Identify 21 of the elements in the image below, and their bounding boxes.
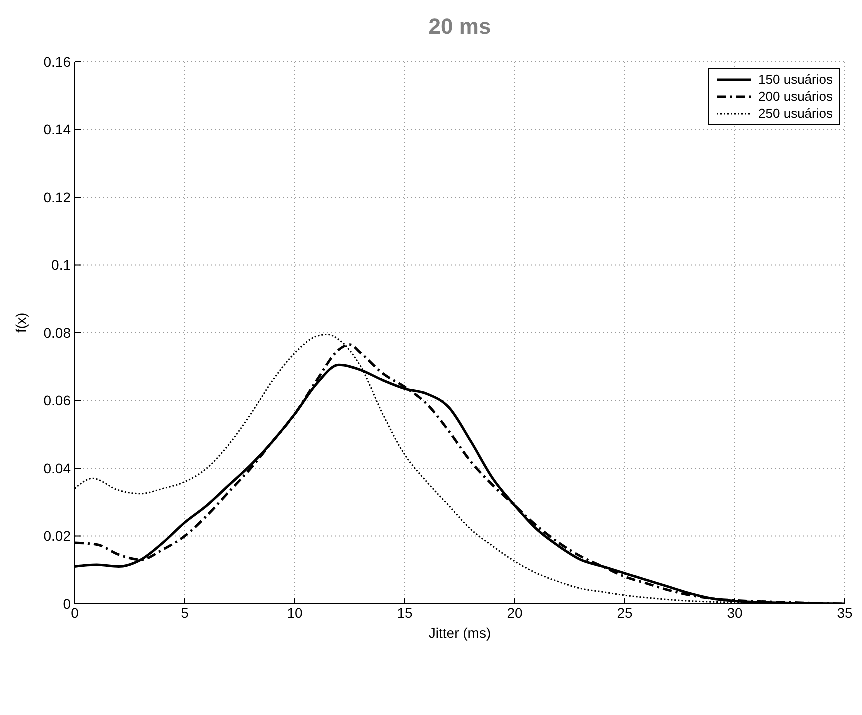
legend-label: 250 usuários <box>758 105 833 122</box>
y-tick-label: 0.06 <box>44 392 72 409</box>
y-tick-label: 0.12 <box>44 189 72 206</box>
y-tick-label: 0.04 <box>44 460 72 476</box>
y-axis-title: f(x) <box>12 312 29 333</box>
x-tick-label: 5 <box>181 604 190 621</box>
y-tick-label: 0.02 <box>44 528 72 544</box>
legend-label: 200 usuários <box>758 88 833 105</box>
y-tick-label: 0.16 <box>44 54 72 70</box>
x-tick-label: 35 <box>837 604 853 621</box>
x-tick-label: 30 <box>727 604 743 621</box>
chart-title: 20 ms <box>428 14 492 40</box>
y-tick-label: 0.1 <box>52 257 72 274</box>
y-tick-label: 0.14 <box>44 122 72 138</box>
x-tick-label: 25 <box>617 604 633 621</box>
y-tick-label: 0.08 <box>44 324 72 341</box>
x-axis-title: Jitter (ms) <box>428 625 492 641</box>
legend-label: 150 usuários <box>758 71 833 88</box>
x-tick-label: 10 <box>287 604 303 621</box>
x-tick-label: 20 <box>507 604 523 621</box>
x-tick-label: 15 <box>397 604 413 621</box>
